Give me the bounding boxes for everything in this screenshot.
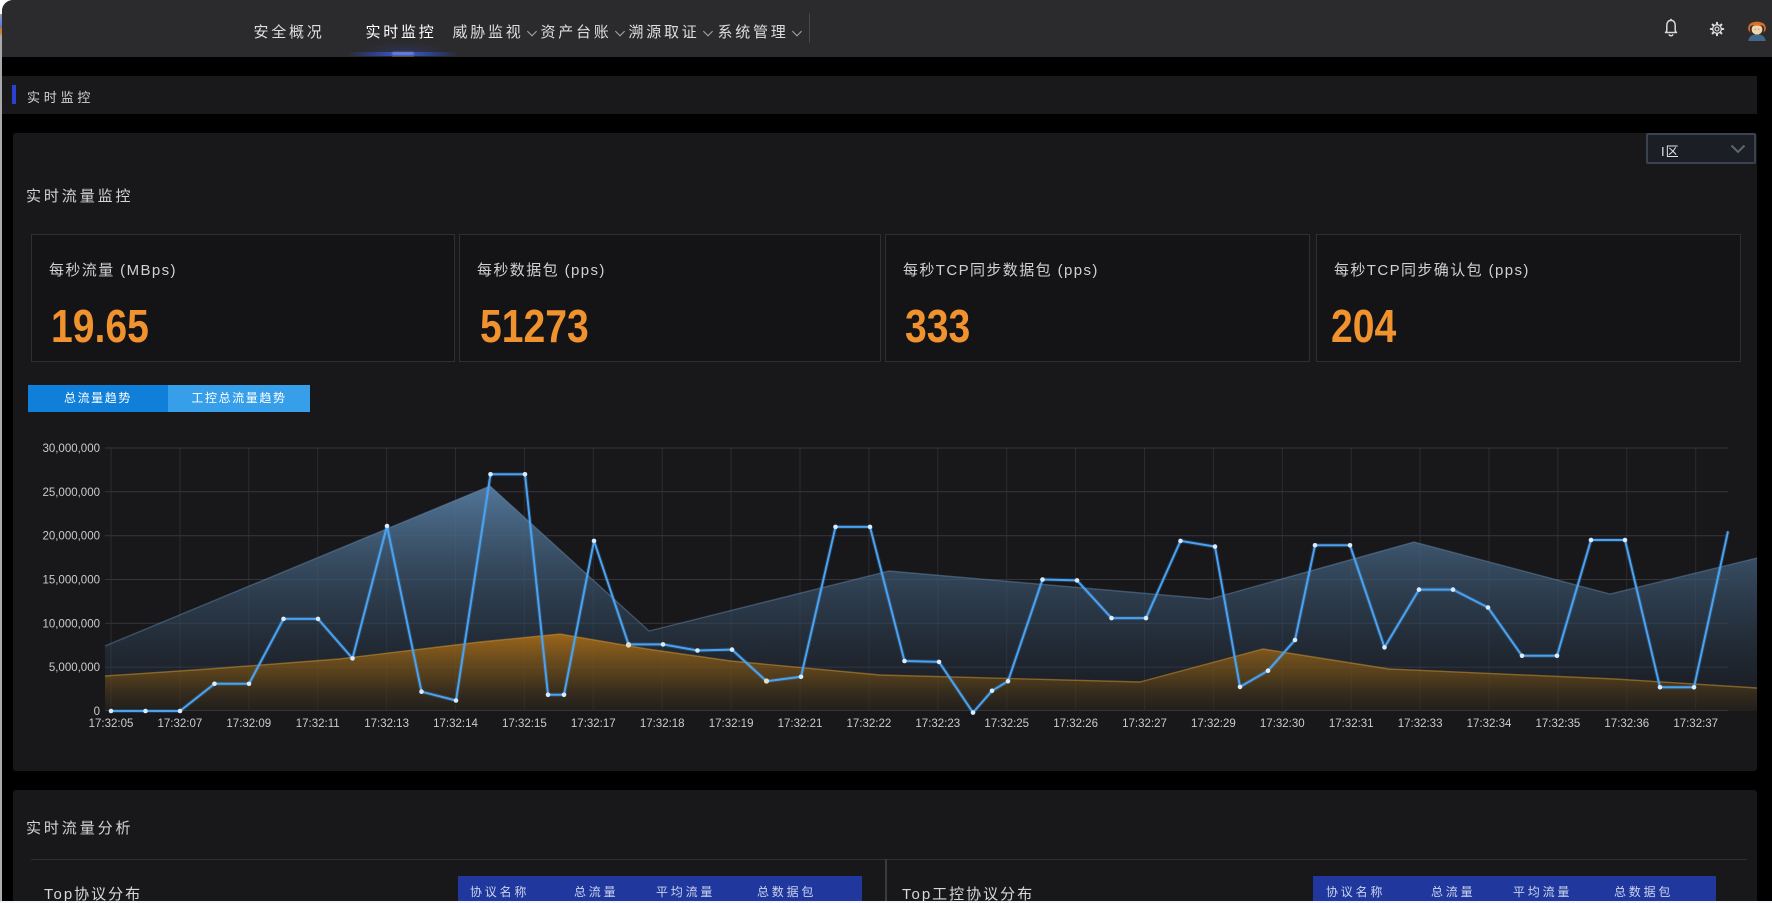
svg-text:17:32:15: 17:32:15 xyxy=(502,718,547,730)
svg-text:17:32:27: 17:32:27 xyxy=(1122,718,1167,730)
svg-text:17:32:34: 17:32:34 xyxy=(1467,718,1512,730)
svg-text:10,000,000: 10,000,000 xyxy=(42,618,100,630)
svg-text:17:32:07: 17:32:07 xyxy=(158,718,203,730)
svg-text:17:32:30: 17:32:30 xyxy=(1260,718,1305,730)
svg-text:17:32:35: 17:32:35 xyxy=(1536,718,1581,730)
svg-text:30,000,000: 30,000,000 xyxy=(42,443,100,455)
svg-text:17:32:26: 17:32:26 xyxy=(1053,718,1098,730)
svg-text:25,000,000: 25,000,000 xyxy=(42,487,100,499)
svg-text:17:32:29: 17:32:29 xyxy=(1191,718,1236,730)
svg-text:17:32:11: 17:32:11 xyxy=(296,718,340,730)
svg-text:17:32:31: 17:32:31 xyxy=(1329,718,1374,730)
svg-text:17:32:22: 17:32:22 xyxy=(847,718,892,730)
svg-text:17:32:36: 17:32:36 xyxy=(1604,718,1649,730)
svg-text:17:32:23: 17:32:23 xyxy=(915,718,960,730)
svg-text:17:32:25: 17:32:25 xyxy=(984,718,1029,730)
svg-text:20,000,000: 20,000,000 xyxy=(42,531,100,543)
svg-text:17:32:17: 17:32:17 xyxy=(571,718,616,730)
svg-text:17:32:18: 17:32:18 xyxy=(640,718,685,730)
svg-text:17:32:05: 17:32:05 xyxy=(89,718,134,730)
svg-text:15,000,000: 15,000,000 xyxy=(42,575,100,587)
svg-text:17:32:21: 17:32:21 xyxy=(778,718,823,730)
svg-text:17:32:09: 17:32:09 xyxy=(226,718,271,730)
svg-text:17:32:37: 17:32:37 xyxy=(1673,718,1718,730)
svg-text:17:32:33: 17:32:33 xyxy=(1398,718,1443,730)
svg-text:5,000,000: 5,000,000 xyxy=(49,662,100,674)
svg-text:17:32:13: 17:32:13 xyxy=(364,718,409,730)
svg-text:17:32:19: 17:32:19 xyxy=(709,718,754,730)
svg-text:0: 0 xyxy=(94,706,100,718)
svg-text:17:32:14: 17:32:14 xyxy=(433,718,478,730)
